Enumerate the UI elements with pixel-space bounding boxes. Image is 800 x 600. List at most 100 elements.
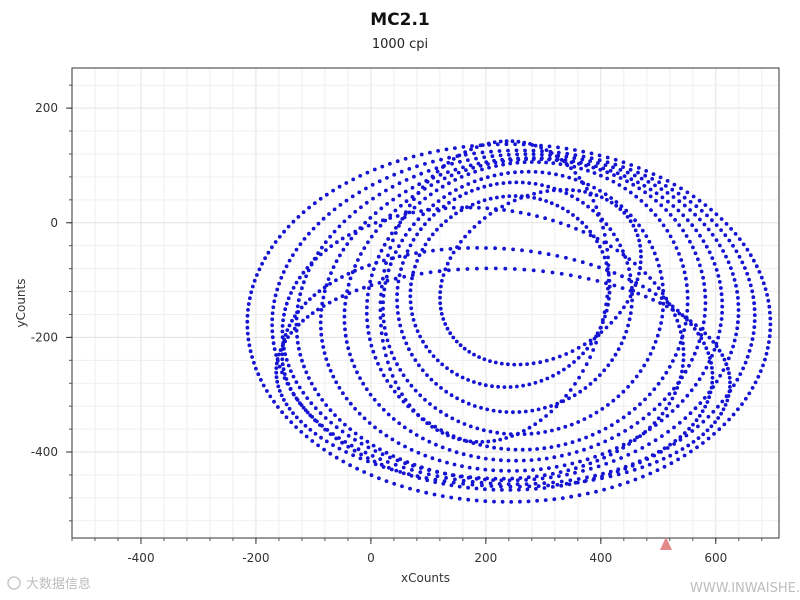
data-point	[321, 216, 326, 221]
data-point	[678, 435, 683, 439]
data-point	[642, 363, 647, 368]
data-point	[652, 387, 657, 392]
data-point	[614, 200, 619, 204]
data-point	[419, 466, 423, 470]
data-point	[466, 378, 470, 382]
data-point	[493, 476, 498, 481]
data-point	[344, 340, 349, 344]
data-point	[381, 373, 386, 378]
data-point	[490, 384, 494, 389]
data-point	[398, 220, 403, 225]
data-point	[519, 196, 523, 200]
data-point	[409, 447, 414, 452]
data-point	[474, 439, 479, 444]
data-point	[705, 400, 710, 404]
data-point	[605, 160, 610, 165]
data-point	[544, 199, 548, 203]
data-point	[282, 398, 286, 402]
data-point	[395, 285, 400, 290]
data-point	[354, 288, 359, 293]
data-point	[659, 187, 664, 192]
data-point	[699, 333, 704, 337]
data-point	[597, 158, 602, 163]
data-point	[451, 250, 456, 255]
data-point	[373, 462, 378, 467]
data-point	[365, 324, 370, 329]
data-point	[564, 154, 569, 159]
data-point	[404, 341, 409, 346]
data-point	[271, 341, 276, 346]
data-point	[588, 159, 592, 164]
data-point	[594, 334, 598, 339]
data-point	[677, 223, 682, 228]
data-point	[348, 352, 352, 357]
watermark-left: 大数据信息	[7, 576, 91, 592]
data-point	[573, 382, 577, 386]
data-point	[398, 470, 403, 474]
data-point	[581, 181, 586, 186]
data-point	[291, 391, 296, 396]
data-point	[513, 447, 518, 452]
data-point	[426, 472, 431, 477]
data-point	[368, 216, 373, 220]
data-point	[470, 188, 474, 193]
data-point	[397, 224, 401, 228]
data-point	[696, 436, 701, 440]
data-point	[311, 226, 316, 231]
data-point	[279, 393, 284, 398]
data-point	[580, 157, 585, 162]
data-point	[369, 343, 374, 348]
data-point	[341, 391, 345, 396]
data-point	[366, 445, 371, 450]
data-point	[443, 322, 448, 326]
data-point	[431, 248, 435, 253]
data-point	[702, 222, 707, 227]
data-point	[424, 490, 429, 495]
data-point	[535, 498, 539, 503]
data-point	[611, 398, 616, 403]
data-point	[305, 396, 310, 400]
data-point	[382, 287, 387, 292]
data-point	[338, 253, 342, 258]
data-point	[628, 213, 633, 218]
data-point	[384, 332, 388, 337]
data-point	[698, 233, 702, 238]
data-point	[622, 305, 626, 310]
data-point	[652, 251, 657, 256]
data-point	[395, 292, 399, 296]
data-point	[303, 301, 308, 306]
data-point	[504, 436, 509, 440]
data-point	[758, 369, 763, 373]
data-point	[369, 473, 374, 478]
data-point	[618, 310, 622, 315]
data-point	[510, 476, 515, 481]
data-point	[533, 422, 538, 427]
data-point	[493, 266, 498, 271]
data-point	[504, 410, 509, 414]
data-point	[643, 430, 648, 434]
data-point	[536, 484, 541, 488]
data-point	[751, 331, 756, 335]
data-point	[600, 476, 604, 481]
data-point	[595, 236, 600, 241]
data-point	[743, 360, 748, 365]
data-point	[393, 208, 398, 213]
data-point	[423, 162, 427, 166]
data-point	[701, 432, 706, 437]
data-point	[286, 296, 291, 301]
data-point	[634, 374, 639, 379]
data-point	[736, 407, 740, 412]
data-point	[473, 169, 477, 174]
data-point	[657, 263, 661, 268]
data-point	[322, 351, 327, 355]
data-point	[472, 352, 476, 357]
data-point	[756, 374, 761, 379]
data-point	[599, 325, 603, 330]
data-point	[550, 485, 555, 489]
data-point	[717, 427, 722, 432]
data-point	[464, 168, 468, 173]
data-point	[450, 161, 454, 166]
data-point	[388, 216, 393, 220]
data-point	[362, 470, 367, 474]
